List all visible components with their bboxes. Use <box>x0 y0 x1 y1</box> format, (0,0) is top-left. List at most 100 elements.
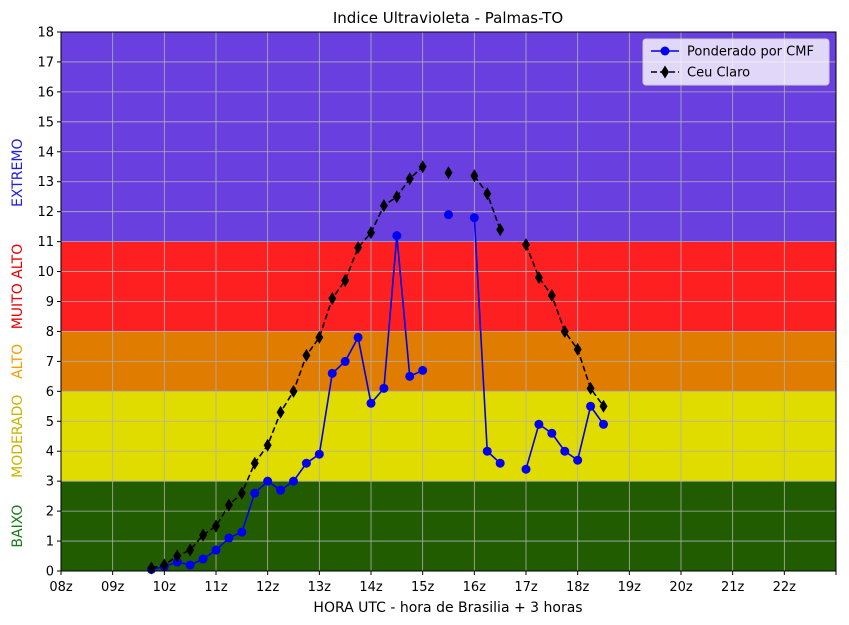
data-point <box>289 476 298 486</box>
y-tick-label: 4 <box>46 445 54 460</box>
y-tick-label: 10 <box>37 265 54 280</box>
y-tick-label: 7 <box>46 355 54 370</box>
x-axis: 08z 09z 10z 11z 12z 13z 14z 15z 16z 17z 18z 19z 20z 2… <box>49 571 837 595</box>
data-point <box>237 486 246 500</box>
data-point <box>660 46 670 56</box>
data-point <box>482 446 492 456</box>
data-point <box>199 528 208 542</box>
band-label-baixo: BAIXO <box>10 505 26 548</box>
data-point <box>534 419 544 429</box>
x-tick-label: 18z <box>566 580 590 595</box>
series-line <box>151 235 424 571</box>
data-point <box>534 271 543 285</box>
data-point <box>379 383 389 393</box>
data-point <box>289 384 298 398</box>
band-label-extremo: EXTREMO <box>10 139 26 207</box>
data-point <box>315 330 324 344</box>
data-point <box>160 558 169 572</box>
data-point <box>353 332 363 342</box>
data-point <box>392 231 402 241</box>
data-point <box>444 166 453 180</box>
x-tick-label: 09z <box>101 580 125 595</box>
data-point <box>263 438 272 452</box>
series-ceu-claro <box>147 160 608 575</box>
data-point <box>367 226 375 240</box>
data-point <box>327 368 337 378</box>
data-point <box>405 371 415 381</box>
data-point <box>379 199 388 213</box>
y-tick-label: 15 <box>37 115 54 130</box>
data-point <box>470 169 479 183</box>
legend: Ponderado por CMF Ceu Claro <box>642 38 830 86</box>
x-tick-label: 22z <box>773 580 797 595</box>
data-point <box>444 210 453 220</box>
data-point <box>212 519 220 533</box>
data-point <box>495 458 505 468</box>
y-tick-label: 5 <box>46 415 54 430</box>
x-tick-label: 15z <box>411 580 435 595</box>
legend-label: Ceu Claro <box>687 66 750 81</box>
data-point <box>418 365 428 375</box>
y-tick-label: 1 <box>46 535 54 550</box>
data-point <box>224 498 233 512</box>
band-muito-alto <box>61 241 836 332</box>
data-point <box>586 381 595 395</box>
data-point <box>250 456 259 470</box>
chart-title: Indice Ultravioleta - Palmas-TO <box>333 9 563 27</box>
x-tick-label: 20z <box>669 580 693 595</box>
data-point <box>185 560 195 570</box>
data-point <box>328 292 337 306</box>
data-point <box>661 65 669 79</box>
data-point <box>483 187 492 201</box>
data-point <box>521 464 531 474</box>
data-point <box>237 527 247 537</box>
x-tick-label: 13z <box>308 580 332 595</box>
data-point <box>599 419 608 429</box>
legend-label: Ponderado por CMF <box>687 45 814 60</box>
data-point <box>224 533 234 543</box>
data-point <box>405 172 414 186</box>
band-label-alto: ALTO <box>10 344 26 379</box>
band-labels: BAIXO MODERADO ALTO MUITO ALTO EXTREMO <box>10 139 26 548</box>
series-layer <box>146 160 608 575</box>
y-tick-label: 2 <box>46 505 54 520</box>
series-ponderado-cmf <box>146 210 608 575</box>
data-point <box>301 458 311 468</box>
data-point <box>599 399 608 413</box>
x-tick-label: 14z <box>359 580 383 595</box>
x-tick-label: 10z <box>153 580 177 595</box>
data-point <box>211 545 221 555</box>
data-point <box>198 554 208 564</box>
y-tick-label: 17 <box>37 55 54 70</box>
data-point <box>276 485 286 495</box>
data-point <box>392 190 401 204</box>
data-point <box>560 446 570 456</box>
data-point <box>263 476 273 486</box>
y-tick-label: 14 <box>37 145 54 160</box>
data-point <box>276 405 285 419</box>
grid <box>60 31 837 572</box>
data-point <box>418 160 427 174</box>
data-point <box>341 274 350 288</box>
data-point <box>354 241 363 255</box>
x-tick-label: 16z <box>463 580 487 595</box>
data-point <box>173 549 182 563</box>
data-point <box>496 223 505 237</box>
data-point <box>302 348 311 362</box>
y-tick-label: 12 <box>37 205 54 220</box>
legend-box <box>642 38 830 86</box>
band-label-moderado: MODERADO <box>10 395 26 478</box>
band-moderado <box>61 391 836 482</box>
data-point <box>547 428 557 438</box>
x-tick-label: 08z <box>49 580 73 595</box>
data-point <box>547 289 556 303</box>
x-axis-label: HORA UTC - hora de Brasilia + 3 horas <box>313 600 582 616</box>
data-point <box>186 543 195 557</box>
data-point <box>522 238 530 252</box>
y-tick-label: 11 <box>37 235 54 250</box>
y-tick-label: 8 <box>46 325 54 340</box>
uv-bands <box>61 32 836 571</box>
band-label-muito-alto: MUITO ALTO <box>10 244 26 330</box>
